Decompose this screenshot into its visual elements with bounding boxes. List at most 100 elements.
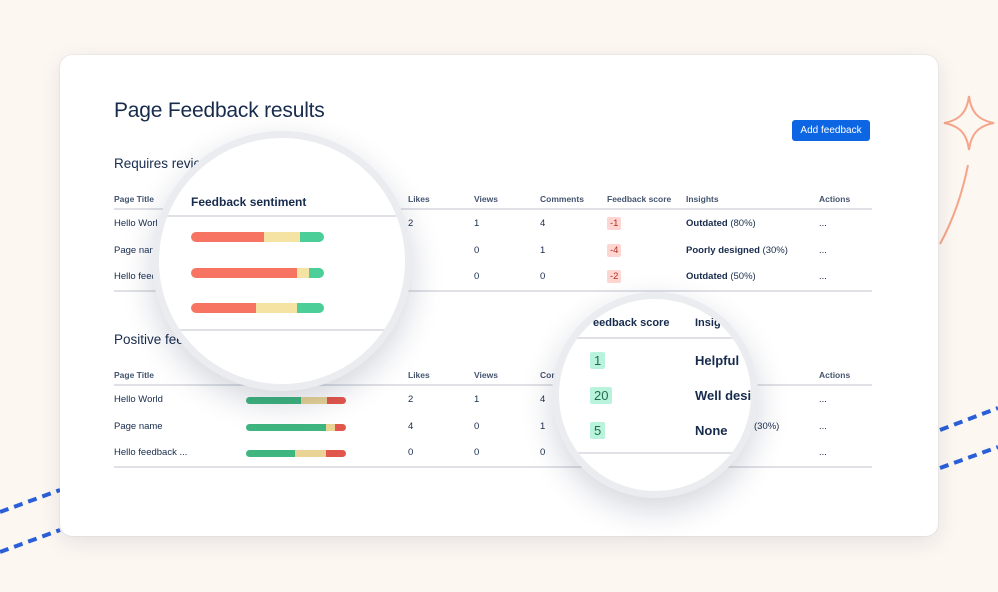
sentiment-segment-negative: [326, 450, 346, 457]
add-feedback-button[interactable]: Add feedback: [792, 120, 870, 141]
sentiment-segment-neutral: [295, 450, 326, 457]
column-header-actions: Actions: [819, 370, 851, 380]
sentiment-segment-neutral: [326, 423, 335, 431]
column-header-views[interactable]: Views: [474, 370, 498, 380]
sentiment-segment-positive: [246, 423, 326, 431]
comments-count: 4: [540, 394, 546, 405]
magnified-score-badge: 1: [590, 352, 606, 369]
comments-count: 0: [540, 271, 546, 282]
insight-percent: (30%): [762, 244, 788, 256]
feedback-score-badge: -1: [607, 217, 622, 230]
sentiment-bar: [246, 397, 346, 404]
column-header-views[interactable]: Views: [474, 194, 498, 204]
table-row[interactable]: Page name 4 0 1 (30%) ...: [114, 413, 872, 440]
magnified-insight-label: None: [695, 423, 728, 438]
column-header-comments[interactable]: Comments: [540, 194, 584, 204]
page-title-link[interactable]: Page name: [114, 244, 163, 256]
sentiment-segment-negative: [191, 268, 298, 278]
magnified-header-divider: [559, 337, 751, 339]
column-header-page-title[interactable]: Page Title: [114, 370, 154, 380]
likes-count: 4: [408, 420, 414, 432]
magnified-column-header-insights: Insig: [695, 317, 721, 329]
page-title-link[interactable]: Hello feedback ...: [114, 447, 188, 458]
magnified-insight-label: Well desig: [695, 388, 758, 403]
magnified-column-header-score: eedback score: [593, 317, 670, 329]
sentiment-segment-negative: [191, 303, 257, 313]
sentiment-segment-neutral: [256, 303, 298, 313]
sentiment-segment-neutral: [297, 268, 310, 278]
views-count: 0: [474, 271, 480, 282]
comments-count: 1: [540, 420, 546, 432]
table-header: Page Title Likes Views Comments Feedback…: [114, 190, 872, 210]
magnified-sentiment-bar: [191, 303, 324, 313]
decor-dashes-left-1: [0, 488, 61, 514]
row-actions-menu[interactable]: ...: [819, 420, 827, 432]
row-actions-menu[interactable]: ...: [819, 218, 827, 229]
views-count: 0: [474, 420, 480, 432]
decor-dashes-right-1: [939, 406, 998, 432]
score-magnifier: eedback score Insig 1 Helpful 20 Well de…: [552, 292, 758, 498]
column-header-page-title[interactable]: Page Title: [114, 194, 154, 204]
table-row[interactable]: Hello feedback ... 0 0 -2 Outdated (50%)…: [114, 263, 872, 290]
magnified-sentiment-bar: [191, 268, 324, 278]
decor-dashes-left-2: [0, 528, 61, 554]
column-header-likes[interactable]: Likes: [408, 194, 430, 204]
page-title: Page Feedback results: [114, 99, 325, 122]
sentiment-segment-neutral: [301, 397, 327, 404]
sentiment-segment-positive: [297, 303, 324, 313]
comments-count: 1: [540, 244, 546, 256]
row-actions-menu[interactable]: ...: [819, 447, 827, 458]
insight-label: Outdated: [686, 271, 728, 282]
insight-percent: (50%): [730, 271, 756, 282]
magnified-header-divider: [159, 215, 405, 217]
column-header-feedback-score[interactable]: Feedback score: [607, 194, 672, 204]
feedback-score-badge: -4: [607, 243, 622, 257]
row-actions-menu[interactable]: ...: [819, 394, 827, 405]
feedback-score-badge: -2: [607, 270, 622, 283]
magnified-sentiment-bar: [191, 232, 324, 242]
sentiment-segment-negative: [327, 397, 346, 404]
decor-dashes-right-2: [939, 445, 998, 470]
sentiment-segment-negative: [335, 423, 346, 431]
comments-count: 4: [540, 218, 546, 229]
column-header-insights[interactable]: Insights: [686, 194, 719, 204]
likes-count: 2: [408, 394, 414, 405]
insight-label: Outdated: [686, 218, 728, 229]
insight-percent: (30%): [754, 420, 780, 432]
views-count: 1: [474, 394, 480, 405]
decor-curve: [939, 164, 969, 245]
magnified-insight-label: Helpful: [695, 353, 740, 368]
sentiment-segment-negative: [191, 232, 265, 242]
sentiment-segment-positive: [309, 268, 324, 278]
views-count: 0: [474, 447, 480, 458]
sentiment-bar: [246, 423, 346, 431]
row-actions-menu[interactable]: ...: [819, 271, 827, 282]
table-divider: [114, 289, 872, 292]
magnified-score-badge: 5: [590, 422, 606, 439]
page-title-link[interactable]: Page name: [114, 420, 163, 432]
table-row[interactable]: Hello feedback ... 0 0 0 ...: [114, 439, 872, 466]
table-row[interactable]: Hello World 2 1 4 ...: [114, 386, 872, 413]
sentiment-magnifier: Feedback sentiment: [152, 131, 412, 391]
table-row[interactable]: Page name 0 1 -4 Poorly designed (30%) .…: [114, 237, 872, 264]
page-title-link[interactable]: Hello feedback ...: [114, 271, 188, 282]
section-title-requires-review: Requires review: [114, 156, 211, 171]
sentiment-segment-positive: [246, 450, 295, 457]
page-title-link[interactable]: Hello World: [114, 394, 163, 405]
table-row[interactable]: Hello World 2 1 4 -1 Outdated (80%) ...: [114, 210, 872, 237]
sentiment-segment-positive: [300, 232, 324, 242]
table-divider: [114, 465, 872, 468]
positive-feedback-table: Page Title Likes Views Comments Feedback…: [114, 366, 872, 468]
row-actions-menu[interactable]: ...: [819, 244, 827, 256]
magnified-footer-divider: [559, 452, 751, 454]
comments-count: 0: [540, 447, 546, 458]
magnified-column-header-sentiment: Feedback sentiment: [191, 195, 307, 209]
insight-percent: (80%): [730, 218, 756, 229]
column-header-likes[interactable]: Likes: [408, 370, 430, 380]
views-count: 1: [474, 218, 480, 229]
likes-count: 2: [408, 218, 414, 229]
page-title-link[interactable]: Hello World: [114, 218, 163, 229]
sentiment-segment-neutral: [264, 232, 301, 242]
insight-label: Poorly designed: [686, 244, 760, 256]
magnified-footer-divider: [159, 329, 405, 331]
